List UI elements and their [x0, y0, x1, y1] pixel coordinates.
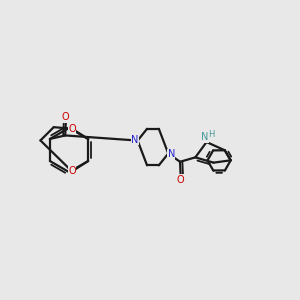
Text: O: O: [177, 175, 184, 185]
Text: O: O: [68, 124, 76, 134]
Text: O: O: [62, 112, 70, 122]
Text: N: N: [131, 135, 138, 145]
Text: O: O: [68, 166, 76, 176]
Text: N: N: [201, 132, 209, 142]
Text: H: H: [208, 130, 214, 139]
Text: N: N: [167, 149, 175, 159]
